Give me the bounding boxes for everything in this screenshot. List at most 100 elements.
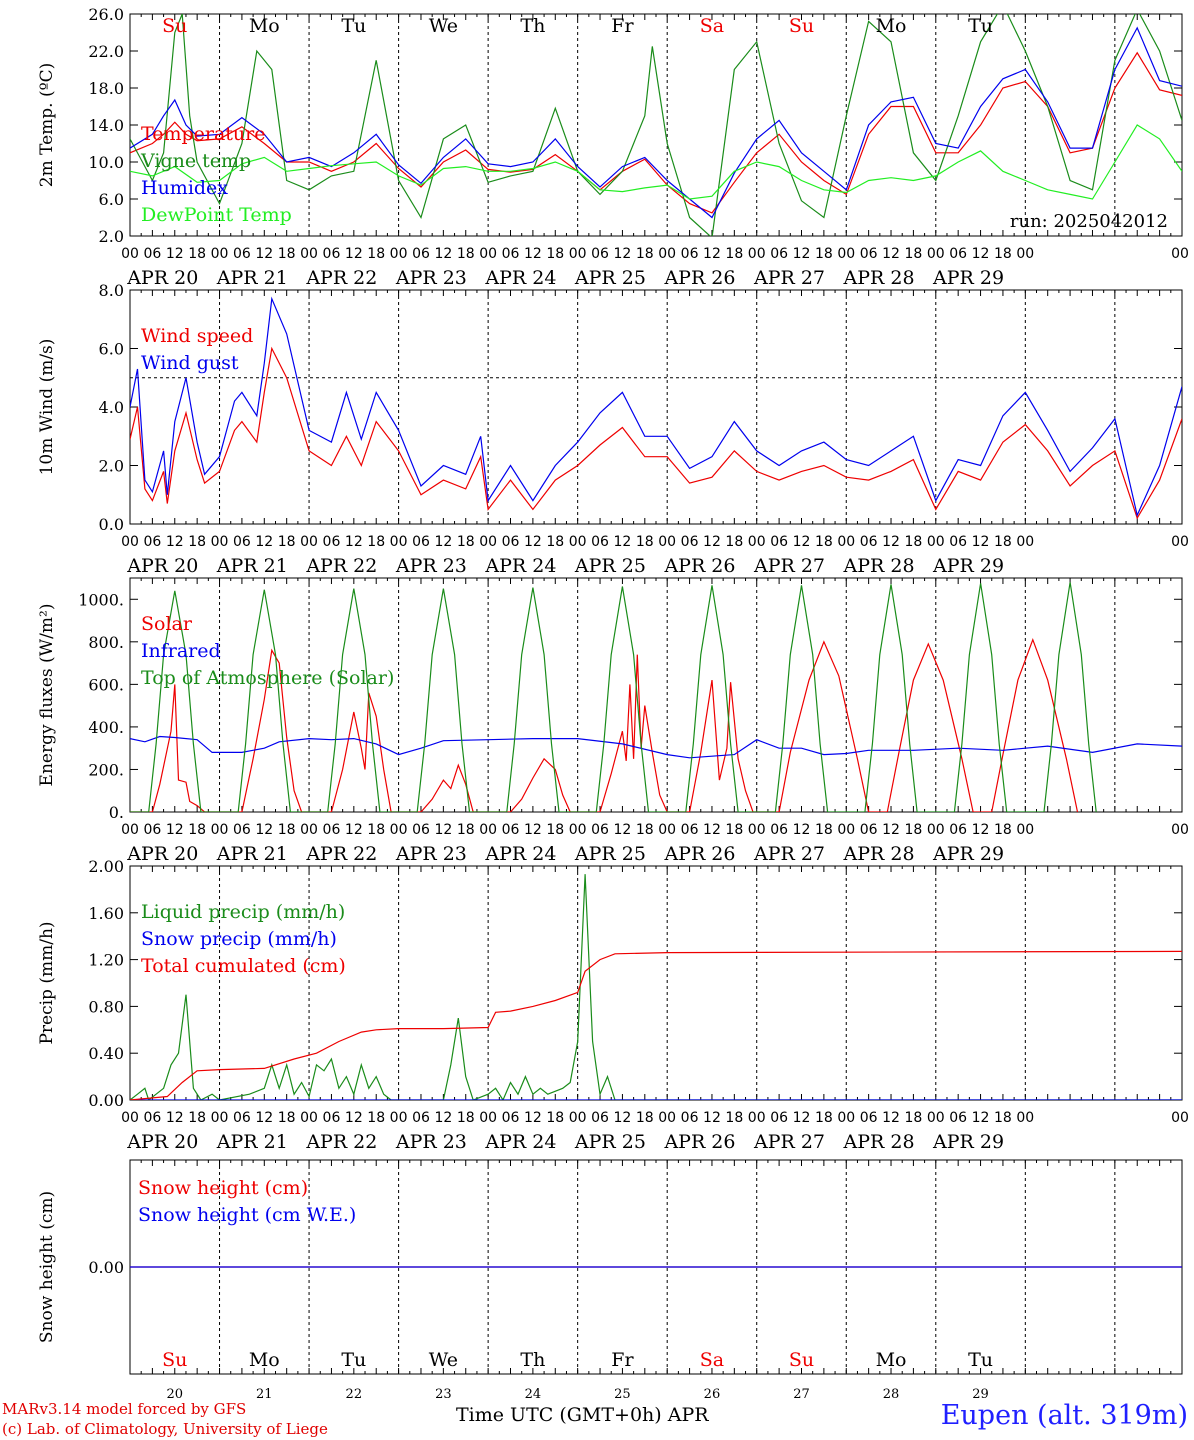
hour-label: 00 [121, 822, 139, 838]
series-temperature [130, 51, 1182, 214]
date-label: APR 23 [395, 843, 467, 865]
hour-label: 06 [860, 822, 878, 838]
y-axis-label: Snow height (cm) [37, 1191, 57, 1343]
hour-label: 18 [815, 534, 833, 550]
hour-label: 00 [569, 534, 587, 550]
hour-label: 12 [793, 246, 811, 262]
hour-label: 00 [390, 822, 408, 838]
hour-label: 18 [725, 1110, 743, 1126]
hour-label: 00 [479, 534, 497, 550]
y-tick-label: 800. [88, 633, 124, 652]
hour-label: 12 [255, 246, 273, 262]
hour-label: 00 [569, 822, 587, 838]
date-label: APR 24 [484, 1131, 556, 1153]
hour-label: 06 [412, 822, 430, 838]
series-liquid-precip-mm-h- [130, 874, 1182, 1100]
date-label: APR 26 [663, 843, 735, 865]
hour-label: 06 [233, 534, 251, 550]
day-name: We [429, 15, 458, 37]
date-label: APR 22 [305, 843, 377, 865]
hour-label: 12 [524, 246, 542, 262]
hour-label: 12 [434, 1110, 452, 1126]
y-tick-label: 18.0 [88, 79, 124, 98]
hour-label: 06 [143, 534, 161, 550]
hour-label: 18 [278, 246, 296, 262]
hour-label: 12 [524, 822, 542, 838]
hour-label: 00 [748, 246, 766, 262]
x-axis-label: Time UTC (GMT+0h) APR [456, 1404, 709, 1426]
date-label: APR 27 [753, 1131, 825, 1153]
hour-label: 12 [882, 534, 900, 550]
hour-label: 00 [1171, 1110, 1189, 1126]
hour-label: 00 [479, 246, 497, 262]
hour-label: 12 [793, 534, 811, 550]
hour-label: 06 [412, 534, 430, 550]
y-tick-label: 1000. [78, 590, 124, 609]
hour-label: 06 [502, 246, 520, 262]
date-label: APR 21 [216, 1131, 288, 1153]
y-tick-label: 0.0 [99, 515, 124, 534]
day-number: 24 [525, 1387, 542, 1402]
hour-label: 06 [143, 1110, 161, 1126]
hour-label: 18 [994, 1110, 1012, 1126]
day-name: Tu [341, 1349, 366, 1371]
day-number: 27 [793, 1387, 810, 1402]
hour-label: 12 [703, 246, 721, 262]
hour-label: 18 [994, 246, 1012, 262]
hour-label: 06 [770, 534, 788, 550]
hour-label: 06 [233, 1110, 251, 1126]
hour-label: 18 [546, 1110, 564, 1126]
series-humidex [130, 26, 1182, 219]
y-tick-label: 200. [88, 760, 124, 779]
hour-label: 12 [434, 246, 452, 262]
day-name: Fr [611, 1349, 634, 1371]
hour-label: 18 [278, 1110, 296, 1126]
hour-label: 06 [770, 246, 788, 262]
station-name: Eupen (alt. 319m) [940, 1400, 1188, 1431]
day-name: Mo [876, 1349, 907, 1371]
date-label: APR 28 [843, 843, 915, 865]
day-number: 22 [346, 1387, 363, 1402]
day-name: Mo [876, 15, 907, 37]
hour-label: 00 [300, 822, 318, 838]
hour-label: 00 [658, 246, 676, 262]
hour-label: 00 [837, 1110, 855, 1126]
hour-label: 00 [837, 822, 855, 838]
hour-label: 06 [591, 1110, 609, 1126]
hour-label: 06 [949, 1110, 967, 1126]
date-label: APR 24 [484, 267, 556, 289]
hour-label: 12 [255, 822, 273, 838]
date-label: APR 26 [663, 267, 735, 289]
y-axis-label: 2m Temp. (ºC) [37, 63, 57, 188]
hour-label: 06 [502, 1110, 520, 1126]
hour-label: 18 [367, 822, 385, 838]
hour-label: 12 [166, 534, 184, 550]
run-label: run: 2025042012 [1010, 211, 1168, 232]
series-solar [130, 637, 1079, 812]
hour-label: 06 [412, 1110, 430, 1126]
hour-label: 12 [614, 534, 632, 550]
hour-label: 18 [457, 1110, 475, 1126]
hour-label: 12 [614, 246, 632, 262]
hour-label: 12 [972, 534, 990, 550]
hour-label: 06 [502, 534, 520, 550]
hour-label: 12 [703, 534, 721, 550]
hour-label: 12 [345, 534, 363, 550]
hour-label: 18 [904, 822, 922, 838]
legend-entry: Temperature [141, 123, 265, 145]
legend-entry: Infrared [141, 640, 221, 662]
day-number: 25 [614, 1387, 631, 1402]
day-name: Th [520, 15, 545, 37]
hour-label: 18 [457, 822, 475, 838]
hour-label: 18 [546, 534, 564, 550]
date-label: APR 29 [932, 1131, 1004, 1153]
date-label: APR 28 [843, 1131, 915, 1153]
day-number: 28 [883, 1387, 900, 1402]
hour-label: 12 [703, 1110, 721, 1126]
day-name: Mo [249, 15, 280, 37]
hour-label: 00 [748, 534, 766, 550]
y-tick-label: 10.0 [88, 153, 124, 172]
y-tick-label: 8.0 [99, 281, 124, 300]
y-tick-label: 6.0 [99, 340, 124, 359]
hour-label: 00 [300, 246, 318, 262]
